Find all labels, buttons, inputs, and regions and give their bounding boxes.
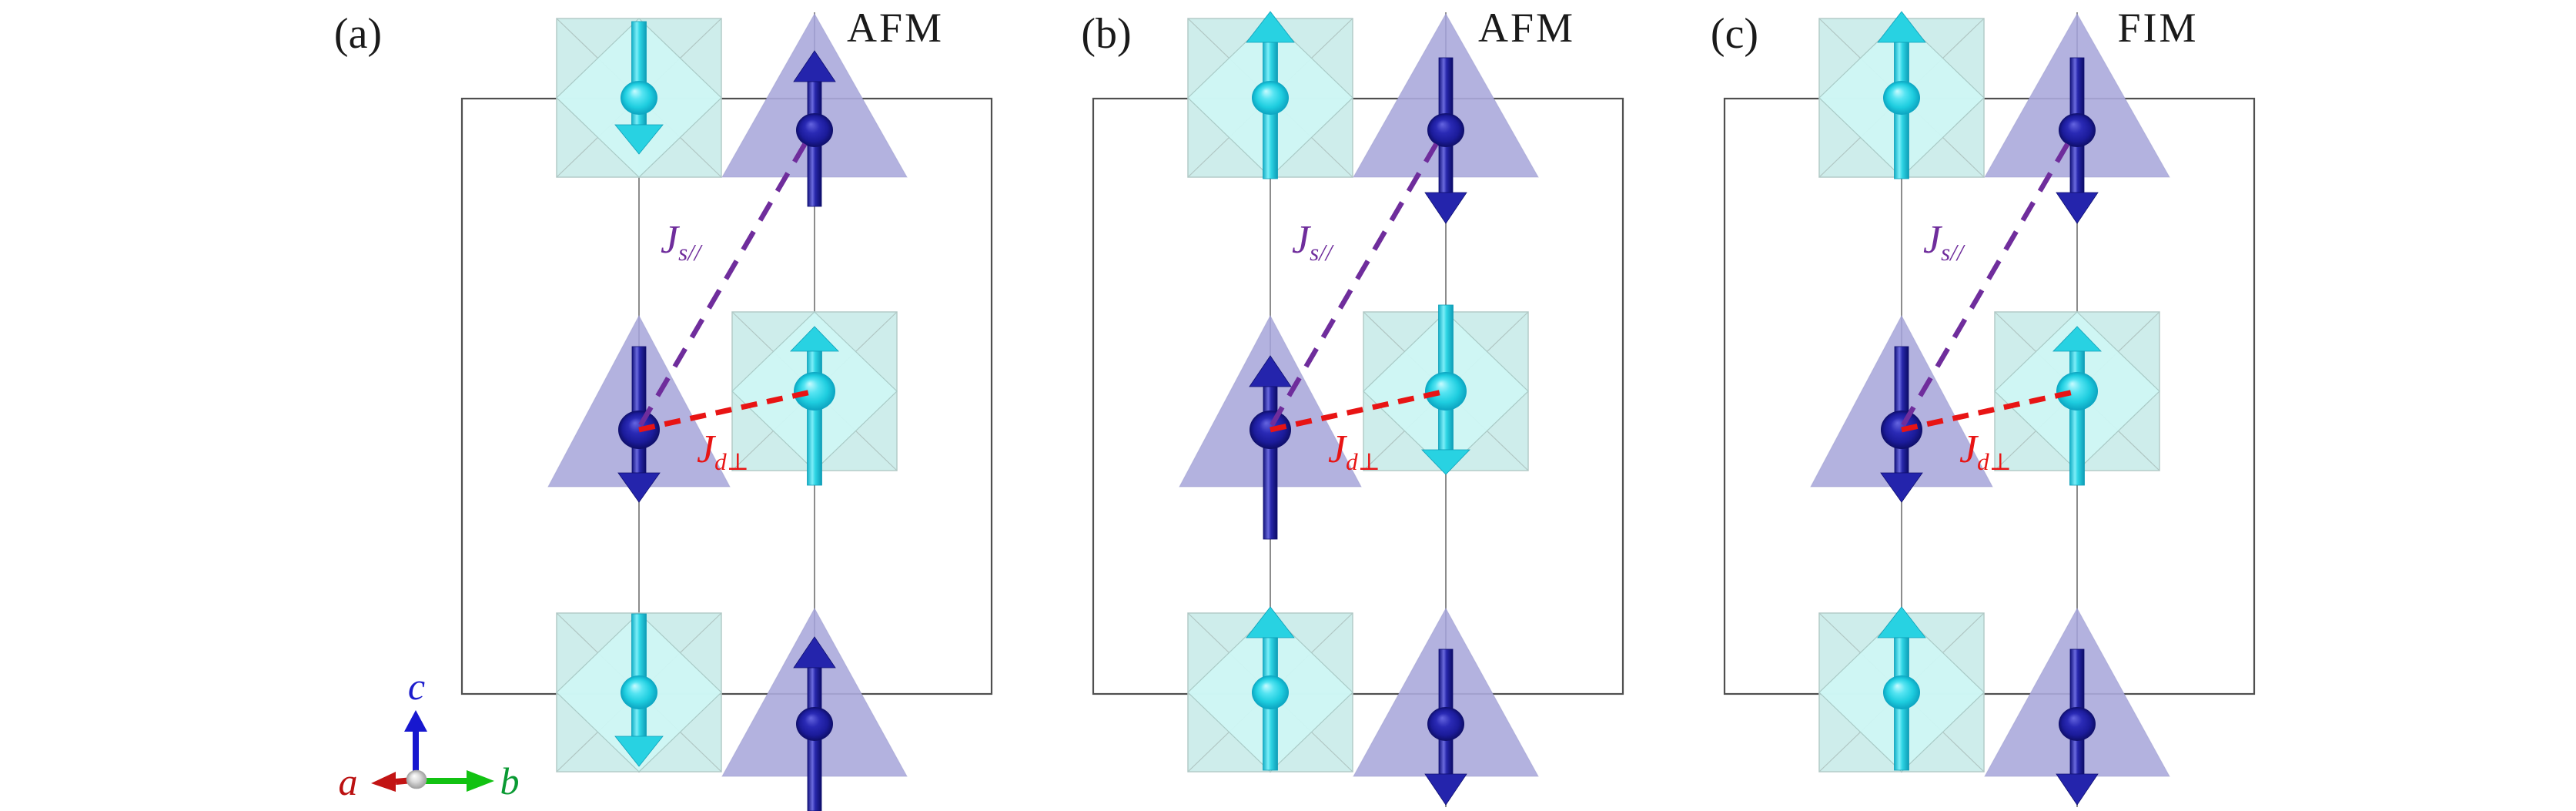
octahedron-site-bottom-left — [1818, 606, 1985, 772]
ion-sphere-cyan — [1252, 81, 1289, 115]
octahedron-site-top-left — [1818, 11, 1985, 179]
spin-arrow-head — [2056, 773, 2099, 806]
tetrahedron-site-middle-left — [547, 314, 731, 503]
superexchange-path — [638, 142, 808, 427]
ion-sphere-cyan — [621, 81, 657, 115]
ion-sphere-blue — [1427, 707, 1464, 741]
octahedron-site-middle-right — [1994, 311, 2160, 486]
octahedron-site-bottom-left — [1187, 606, 1353, 772]
spin-arrow-shaft — [2069, 350, 2085, 486]
panel-label: (b) — [1081, 10, 1131, 58]
unit-cell-box — [460, 97, 993, 695]
tetrahedron-site-bottom-right — [1353, 607, 1539, 806]
superexchange-coupling-label: Js// — [1292, 218, 1334, 266]
b-axis-arrow — [467, 770, 494, 792]
spin-arrow-head — [1424, 773, 1467, 806]
octahedron-site-middle-right — [1363, 304, 1529, 475]
spin-arrow-head — [614, 736, 664, 767]
magnetic-order-label: FIM — [2117, 5, 2198, 51]
ion-sphere-cyan — [621, 675, 657, 709]
tetrahedron-site-middle-left — [1810, 314, 1993, 503]
spin-arrow-shaft — [807, 350, 822, 486]
tetrahedron-site-bottom-right — [1984, 607, 2170, 806]
octahedron-site-top-left — [556, 18, 722, 178]
ion-sphere-blue — [796, 707, 833, 741]
unit-cell-box — [1723, 97, 2256, 695]
spin-arrow-head — [1424, 192, 1467, 224]
axes-origin-sphere — [406, 769, 427, 789]
octahedron-site-top-left — [1187, 11, 1353, 179]
spin-arrow-head — [614, 124, 664, 155]
ion-sphere-blue — [2059, 707, 2096, 741]
ion-sphere-cyan — [1883, 81, 1920, 115]
tetrahedron-site-bottom-right — [721, 607, 908, 811]
c-axis-label: c — [408, 665, 425, 708]
octahedron-site-bottom-left — [556, 612, 722, 772]
tetrahedron-site-top-right — [1984, 12, 2170, 224]
direct-exchange-path — [1270, 388, 1447, 433]
a-axis-label: a — [339, 760, 358, 803]
spin-arrow-shaft — [1894, 346, 1909, 474]
axes-triad: a b c — [339, 665, 520, 803]
spin-arrow-head — [2056, 192, 2099, 224]
ion-sphere-cyan — [794, 372, 835, 411]
panel-label: (a) — [334, 10, 382, 58]
ion-sphere-blue — [1427, 113, 1464, 147]
spin-arrow-shaft — [631, 613, 647, 737]
ion-sphere-cyan — [2056, 372, 2098, 411]
magnetic-order-label: AFM — [1478, 5, 1575, 51]
a-axis-arrow — [371, 772, 396, 792]
direct-exchange-path — [638, 388, 815, 433]
direct-coupling-label: Jd⊥ — [1328, 427, 1380, 475]
ion-sphere-cyan — [1883, 675, 1920, 709]
tetrahedron-site-middle-left — [1179, 314, 1362, 540]
tetrahedron-site-top-right — [1353, 12, 1539, 224]
unit-cell-box — [1092, 97, 1624, 695]
superexchange-path — [1901, 142, 2070, 427]
panel-label: (c) — [1711, 10, 1758, 58]
spin-arrow-head — [1421, 449, 1470, 475]
panel-b: (b) AFM Js// Jd⊥ — [1081, 5, 1624, 807]
direct-exchange-path — [1901, 388, 2078, 433]
panel-a: (a) AFM Js// Jd⊥ — [334, 5, 993, 811]
ion-sphere-cyan — [1252, 675, 1289, 709]
superexchange-coupling-label: Js// — [1923, 218, 1965, 266]
ion-sphere-blue — [796, 113, 833, 147]
octahedron-site-middle-right — [731, 311, 898, 486]
spin-arrow-head — [617, 472, 661, 503]
spin-arrow-head — [1880, 472, 1923, 503]
magnetic-order-label: AFM — [847, 5, 944, 51]
direct-coupling-label: Jd⊥ — [697, 427, 749, 475]
b-axis-label: b — [500, 759, 520, 803]
c-axis-arrow — [404, 710, 427, 732]
spin-arrow-shaft — [1263, 386, 1278, 540]
panel-c: (c) FIM Js// Jd⊥ — [1711, 5, 2256, 807]
ion-sphere-cyan — [1425, 372, 1467, 411]
superexchange-path — [1270, 142, 1439, 427]
superexchange-coupling-label: Js// — [661, 218, 703, 266]
spin-arrow-shaft — [631, 346, 647, 474]
ion-sphere-blue — [2059, 113, 2096, 147]
tetrahedron-site-top-right — [721, 12, 908, 207]
direct-coupling-label: Jd⊥ — [1959, 427, 2012, 475]
